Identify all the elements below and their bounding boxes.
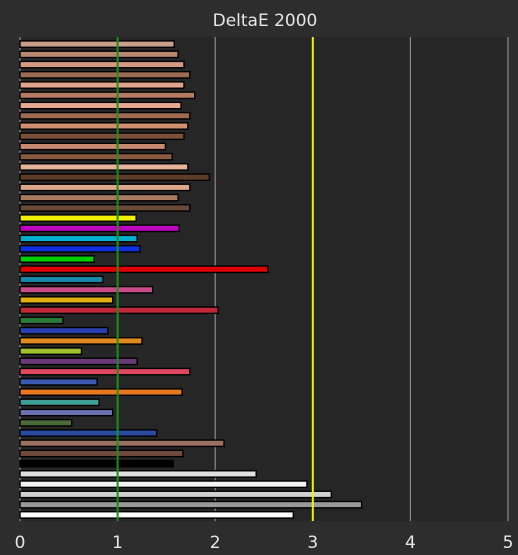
bar — [19, 111, 191, 120]
bar — [19, 163, 189, 171]
bar — [19, 459, 174, 468]
bar — [19, 255, 95, 263]
x-axis-ticks: 0 1 2 3 4 5 — [15, 533, 514, 553]
bar — [19, 214, 137, 222]
bars-group — [19, 40, 363, 519]
bar — [19, 377, 98, 386]
bar — [19, 357, 138, 366]
x-tick-label: 5 — [503, 533, 514, 553]
bar — [19, 398, 100, 407]
bar — [19, 511, 294, 519]
reference-lines — [116, 37, 314, 521]
bar — [19, 337, 143, 345]
bar — [19, 152, 173, 161]
bar — [19, 244, 141, 253]
bar — [19, 183, 191, 192]
bar — [19, 490, 333, 499]
bar — [19, 91, 196, 100]
bar — [19, 470, 257, 478]
x-tick-label: 4 — [405, 533, 416, 553]
x-tick-label: 3 — [307, 533, 318, 553]
bar — [19, 224, 180, 233]
bar — [19, 418, 73, 427]
bar — [19, 388, 183, 396]
bar — [19, 285, 154, 294]
bar — [19, 429, 158, 437]
bar — [19, 296, 114, 304]
bar — [19, 193, 179, 202]
x-tick-label: 1 — [112, 533, 123, 553]
bar — [19, 306, 219, 315]
bar — [19, 500, 363, 509]
bar — [19, 142, 167, 151]
bar — [19, 316, 64, 325]
bar — [19, 326, 109, 335]
bar — [19, 60, 185, 69]
bar — [19, 40, 175, 48]
bar — [19, 81, 185, 89]
bar — [19, 408, 114, 417]
bar — [19, 132, 185, 141]
x-tick-label: 2 — [210, 533, 221, 553]
bar — [19, 347, 83, 356]
bar — [19, 439, 225, 448]
bar — [19, 101, 182, 110]
bar — [19, 173, 211, 182]
bar — [19, 234, 138, 243]
bar — [19, 122, 189, 130]
bar — [19, 367, 191, 376]
bar — [19, 265, 269, 274]
bar — [19, 50, 179, 59]
bar — [19, 203, 191, 212]
bar — [19, 70, 191, 79]
x-tick-label: 0 — [15, 533, 26, 553]
bar — [19, 480, 308, 489]
bar — [19, 275, 104, 284]
chart-title: DeltaE 2000 — [213, 11, 318, 31]
bar — [19, 449, 184, 458]
